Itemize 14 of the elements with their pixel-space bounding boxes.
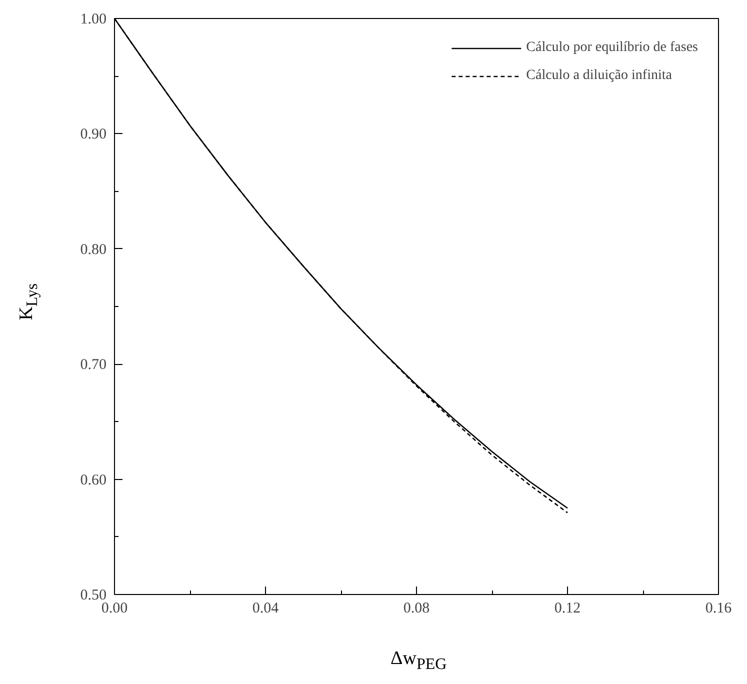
x-tick-label: 0.08 (403, 600, 430, 616)
y-tick-label: 0.90 (80, 126, 106, 143)
y-axis-title: KLys (16, 283, 41, 320)
x-tick-label: 0.00 (101, 600, 128, 616)
legend-label: Cálculo por equilíbrio de fases (526, 40, 698, 56)
y-tick-label: 0.60 (80, 472, 106, 488)
x-tick-label: 0.16 (705, 600, 732, 616)
x-tick-label: 0.12 (554, 600, 581, 616)
y-tick-label: 0.50 (80, 588, 106, 604)
y-tick-label: 0.80 (80, 242, 106, 258)
x-tick-label: 0.04 (252, 600, 280, 616)
legend-label: Cálculo a diluição infinita (526, 68, 672, 84)
y-tick-label: 1.00 (80, 12, 106, 28)
y-tick-label: 0.70 (80, 357, 106, 374)
